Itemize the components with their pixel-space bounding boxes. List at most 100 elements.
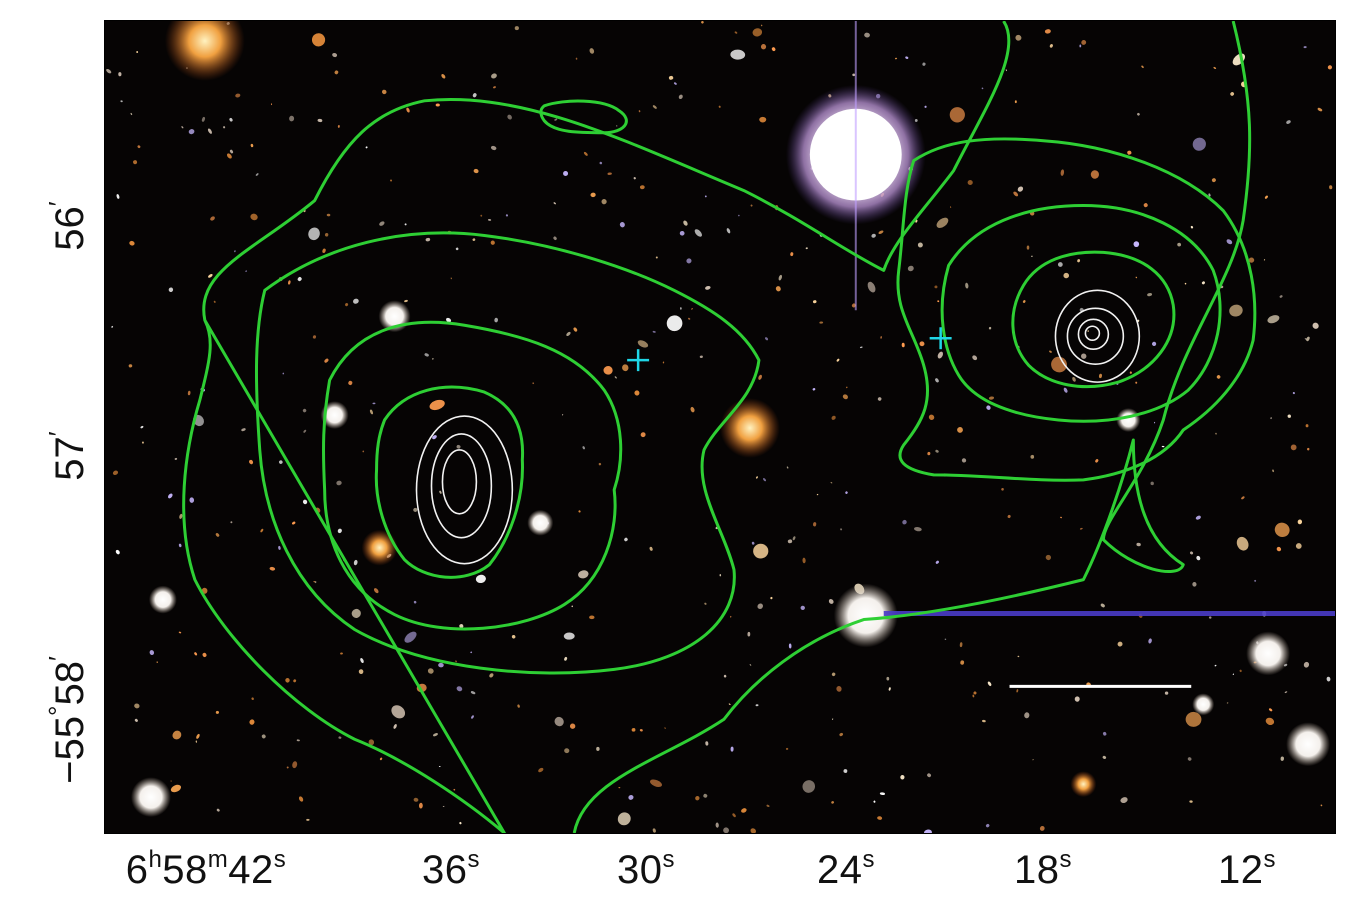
galaxy — [1189, 800, 1193, 803]
lensing-contour-right-3 — [1011, 250, 1176, 389]
galaxy — [986, 405, 991, 410]
galaxy — [936, 217, 949, 228]
galaxy — [1024, 712, 1030, 719]
galaxy — [1030, 454, 1035, 459]
galaxy — [404, 631, 417, 643]
galaxy — [705, 285, 711, 290]
galaxy — [1232, 673, 1234, 676]
galaxy — [1286, 120, 1291, 124]
galaxy — [842, 394, 848, 400]
galaxy — [1135, 381, 1138, 384]
galaxy — [1137, 112, 1140, 116]
galaxy — [775, 286, 781, 292]
galaxy — [763, 478, 766, 482]
galaxy — [1060, 516, 1063, 519]
galaxy — [937, 300, 940, 303]
galaxy — [373, 588, 379, 594]
galaxy — [298, 796, 304, 802]
galaxy — [1196, 555, 1201, 561]
galaxy — [490, 145, 497, 151]
galaxy — [819, 321, 824, 324]
galaxy — [634, 390, 640, 396]
galaxy — [1081, 353, 1087, 359]
galaxy — [732, 813, 736, 818]
galaxy — [944, 638, 947, 640]
galaxy — [785, 747, 789, 750]
galaxy — [873, 800, 876, 803]
galaxy — [1079, 44, 1082, 48]
galaxy — [880, 336, 882, 339]
galaxy — [480, 214, 483, 217]
galaxy — [1120, 797, 1128, 804]
galaxy — [924, 829, 932, 833]
galaxy — [981, 719, 986, 723]
galaxy — [168, 493, 173, 499]
galaxy — [229, 117, 233, 122]
galaxy — [553, 202, 557, 205]
galaxy — [596, 746, 600, 751]
galaxy — [381, 89, 387, 95]
galaxy — [652, 330, 656, 333]
galaxy — [760, 44, 767, 50]
galaxy — [1095, 459, 1099, 463]
galaxy — [1087, 330, 1089, 332]
galaxy — [195, 740, 198, 743]
galaxy — [589, 48, 595, 54]
galaxy — [141, 441, 144, 444]
galaxy — [470, 651, 473, 654]
galaxy — [582, 446, 585, 450]
galaxy — [937, 351, 943, 359]
galaxy — [878, 230, 884, 235]
galaxy — [836, 358, 840, 362]
galaxy — [972, 355, 978, 361]
galaxy — [279, 460, 283, 464]
x-tick-label: 18s — [1014, 846, 1072, 892]
galaxy — [981, 87, 984, 90]
galaxy — [362, 450, 365, 453]
x-tick-label: 24s — [817, 846, 875, 892]
galaxy — [1141, 65, 1144, 69]
galaxy — [1241, 496, 1245, 500]
xray-contour-left-2 — [430, 433, 493, 539]
galaxy — [365, 146, 368, 149]
galaxy — [427, 668, 434, 674]
galaxy — [229, 149, 234, 154]
galaxy — [1133, 241, 1140, 248]
galaxy — [293, 679, 297, 683]
galaxy — [590, 192, 596, 198]
galaxy — [115, 549, 120, 555]
galaxy — [569, 723, 576, 729]
galaxy — [1148, 638, 1152, 644]
galaxy — [1192, 582, 1197, 587]
galaxy — [589, 615, 595, 620]
galaxy — [296, 739, 300, 742]
galaxy — [1307, 447, 1310, 451]
galaxy — [683, 220, 688, 226]
galaxy — [1320, 804, 1323, 807]
galaxy — [888, 687, 891, 691]
galaxy — [1081, 39, 1087, 45]
galaxy — [1229, 304, 1243, 317]
galaxy — [728, 703, 731, 705]
galaxy — [1297, 519, 1303, 525]
galaxy — [235, 93, 241, 98]
galaxy — [202, 652, 207, 657]
galaxy — [379, 757, 383, 761]
galaxy — [564, 748, 570, 754]
galaxy — [730, 615, 732, 618]
galaxy — [914, 526, 922, 532]
galaxy — [1143, 203, 1148, 208]
galaxy — [230, 521, 233, 524]
y-tick-label: −55°58′ — [43, 656, 92, 784]
x-tick-label: 12s — [1218, 846, 1276, 892]
galaxy — [919, 341, 925, 347]
galaxy — [1026, 245, 1030, 250]
lensing-contour-left-4 — [374, 385, 525, 579]
galaxy — [251, 697, 254, 701]
galaxy — [927, 451, 931, 456]
galaxy — [1208, 616, 1212, 619]
galaxy — [758, 374, 762, 380]
galaxy — [957, 426, 963, 433]
galaxy — [1312, 322, 1319, 329]
galaxy — [987, 681, 992, 687]
